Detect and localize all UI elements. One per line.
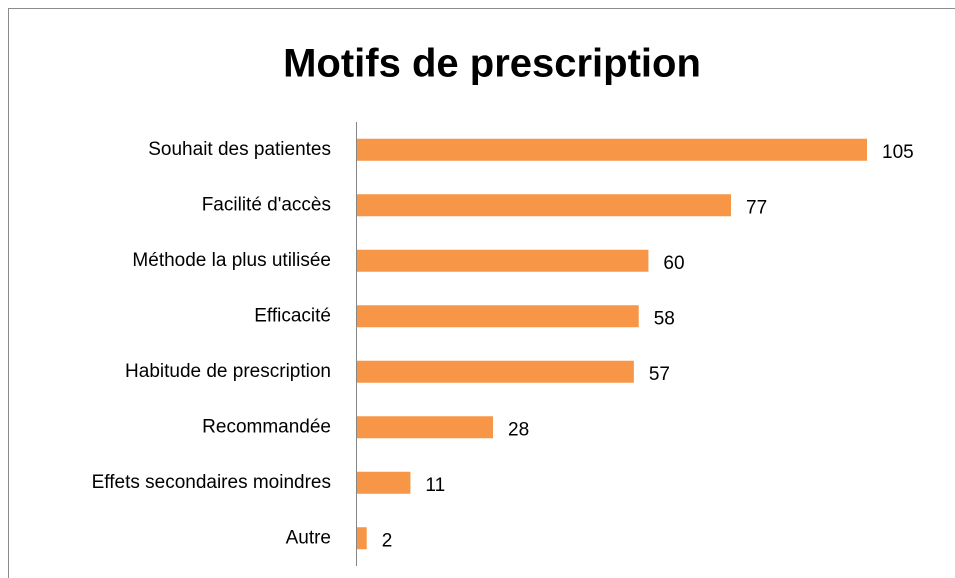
data-label: 105 [882,142,914,163]
data-label: 57 [649,364,670,385]
chart-title: Motifs de prescription [283,42,701,86]
y-tick-label: Efficacité [254,305,331,326]
data-label: 2 [382,530,393,551]
bar [357,138,867,161]
y-tick-label: Autre [286,527,331,548]
bar [357,360,634,383]
y-tick-label: Recommandée [202,416,331,437]
chart-frame [8,8,955,578]
bar [357,249,649,272]
y-tick-label: Habitude de prescription [125,361,331,382]
y-tick-label: Souhait des patientes [148,139,331,160]
y-tick-label: Effets secondaires moindres [92,472,331,493]
data-label: 28 [508,419,529,440]
data-label: 58 [654,308,675,329]
bar [357,305,639,328]
y-tick-label: Facilité d'accès [202,194,331,215]
y-tick-label: Méthode la plus utilisée [132,250,331,271]
data-label: 77 [746,197,767,218]
bar [357,194,731,217]
bar [357,416,493,439]
data-label: 60 [663,253,684,274]
bar [357,471,411,494]
data-label: 11 [425,475,445,496]
bar [357,527,367,550]
